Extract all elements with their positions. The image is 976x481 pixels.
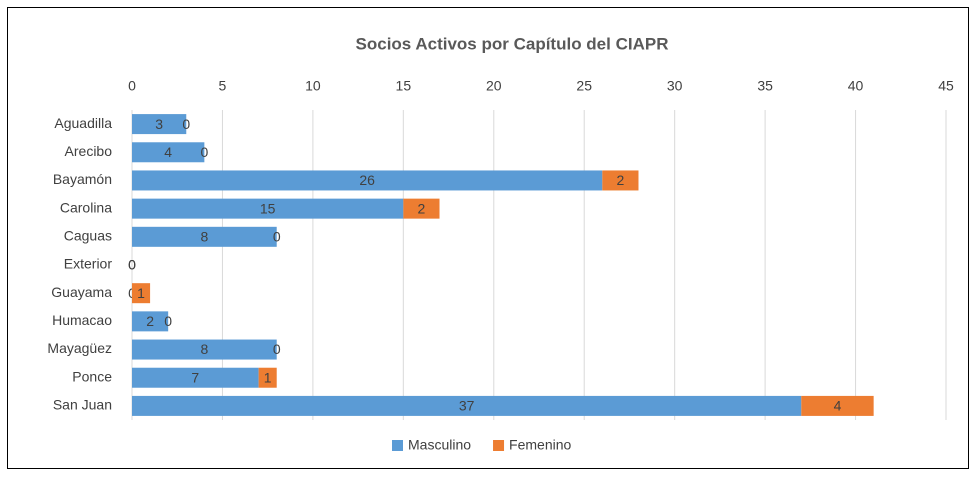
data-label: 0 bbox=[200, 144, 208, 160]
bar-segment bbox=[132, 226, 277, 247]
data-label: 3 bbox=[155, 116, 163, 132]
data-label: 1 bbox=[137, 285, 145, 301]
bar-segment bbox=[132, 170, 603, 191]
x-tick-label: 15 bbox=[396, 78, 412, 94]
data-label: 0 bbox=[128, 257, 136, 273]
x-tick-label: 30 bbox=[667, 78, 683, 94]
data-label: 0 bbox=[273, 341, 281, 357]
data-label: 15 bbox=[260, 200, 276, 216]
y-tick-label: Guayama bbox=[51, 284, 112, 300]
x-tick-label: 20 bbox=[486, 78, 502, 94]
y-tick-label: Exterior bbox=[64, 256, 113, 272]
data-label: 8 bbox=[200, 229, 208, 245]
bar-segment bbox=[132, 339, 277, 360]
bar-segment bbox=[132, 283, 151, 304]
data-label: 2 bbox=[617, 172, 625, 188]
bar-segment bbox=[403, 198, 440, 219]
y-tick-label: Aguadilla bbox=[54, 115, 112, 131]
data-label: 37 bbox=[459, 398, 475, 414]
y-tick-label: Humacao bbox=[52, 312, 112, 328]
data-label: 4 bbox=[164, 144, 172, 160]
legend-label: Masculino bbox=[408, 437, 471, 453]
x-tick-label: 25 bbox=[576, 78, 592, 94]
data-label: 1 bbox=[264, 369, 272, 385]
data-label: 0 bbox=[273, 229, 281, 245]
data-label: 26 bbox=[359, 172, 375, 188]
bar-segment bbox=[132, 142, 205, 163]
y-tick-label: Arecibo bbox=[65, 143, 113, 159]
bar-segment bbox=[132, 395, 802, 416]
legend-swatch bbox=[392, 440, 403, 451]
bar-segment bbox=[132, 114, 187, 135]
y-tick-label: Bayamón bbox=[53, 171, 112, 187]
x-tick-label: 35 bbox=[757, 78, 773, 94]
bar-segment bbox=[132, 311, 169, 332]
x-tick-label: 45 bbox=[938, 78, 954, 94]
y-tick-label: Carolina bbox=[60, 199, 112, 215]
y-tick-label: Caguas bbox=[64, 228, 112, 244]
bar-segment bbox=[801, 395, 874, 416]
y-tick-label: San Juan bbox=[53, 397, 112, 413]
legend-swatch bbox=[493, 440, 505, 451]
bar-segment bbox=[132, 367, 259, 388]
x-tick-label: 5 bbox=[219, 78, 227, 94]
x-tick-label: 10 bbox=[305, 78, 321, 94]
data-label: 2 bbox=[146, 313, 154, 329]
data-label: 0 bbox=[164, 313, 172, 329]
bar-segment bbox=[258, 367, 277, 388]
data-label: 7 bbox=[191, 369, 199, 385]
bar-segment bbox=[602, 170, 639, 191]
data-label: 4 bbox=[834, 398, 842, 414]
data-label: 2 bbox=[418, 200, 426, 216]
chart-title: Socios Activos por Capítulo del CIAPR bbox=[356, 34, 669, 53]
x-tick-label: 0 bbox=[128, 78, 136, 94]
y-tick-label: Ponce bbox=[72, 368, 112, 384]
y-tick-label: Mayagüez bbox=[47, 340, 112, 356]
x-tick-label: 40 bbox=[848, 78, 864, 94]
data-label: 0 bbox=[128, 257, 136, 273]
data-label: 8 bbox=[200, 341, 208, 357]
data-label: 0 bbox=[182, 116, 190, 132]
bar-segment bbox=[132, 198, 404, 219]
legend-label: Femenino bbox=[509, 437, 571, 453]
